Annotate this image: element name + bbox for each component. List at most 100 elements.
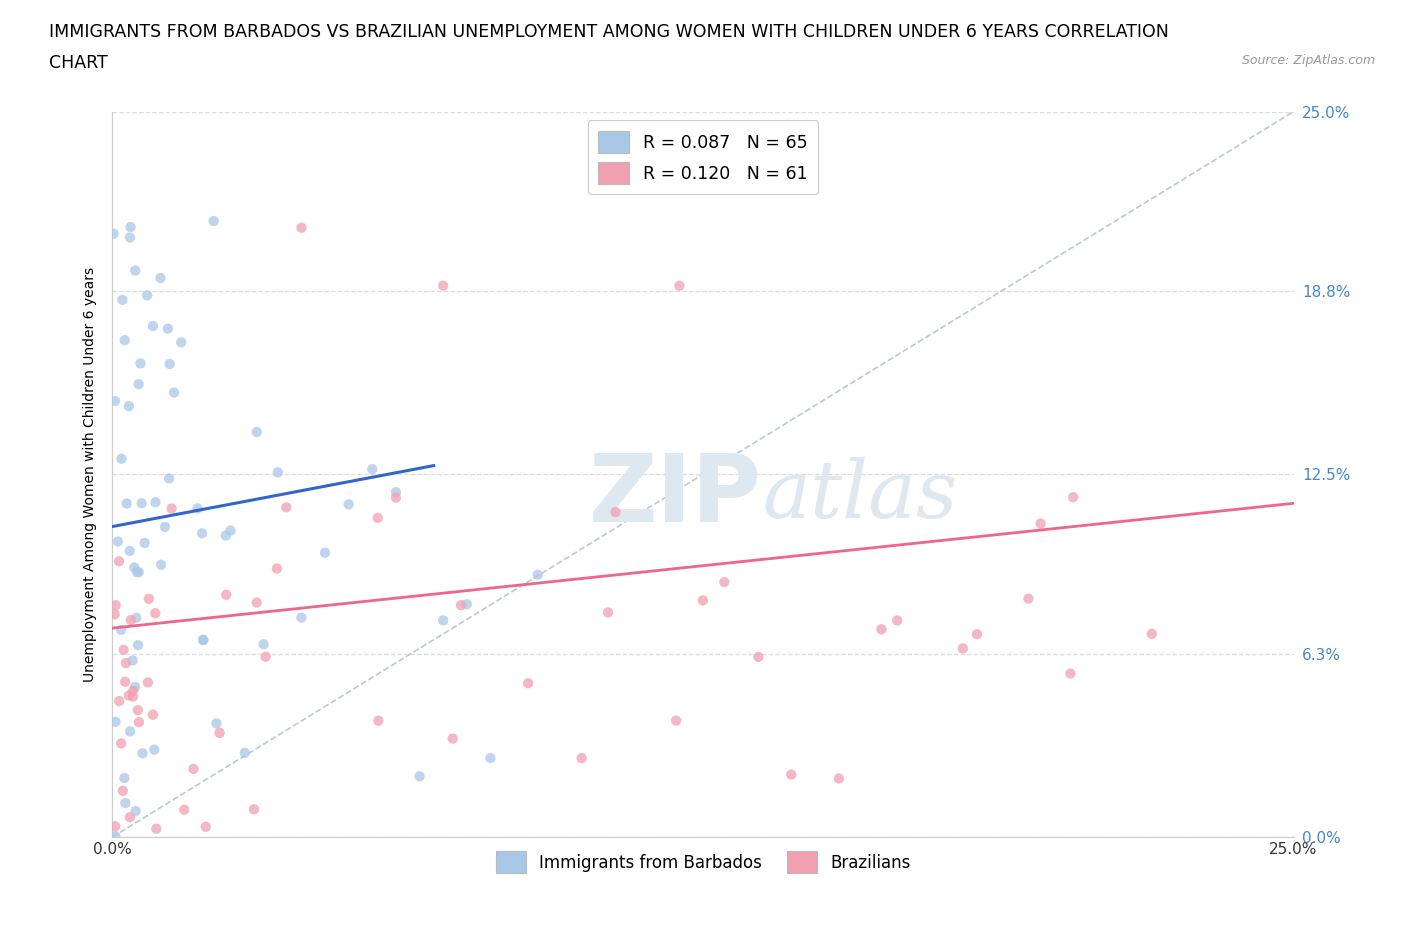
Point bbox=[121, 653, 143, 668]
Point bbox=[118, 230, 141, 245]
Point bbox=[143, 742, 166, 757]
Point bbox=[1029, 516, 1052, 531]
Point bbox=[118, 688, 141, 703]
Point bbox=[125, 565, 148, 579]
Point bbox=[127, 638, 149, 653]
Point bbox=[108, 554, 131, 569]
Point bbox=[129, 356, 152, 371]
Point bbox=[128, 377, 150, 392]
Point bbox=[120, 613, 142, 628]
Point bbox=[526, 567, 548, 582]
Point bbox=[479, 751, 502, 765]
Point bbox=[104, 714, 127, 729]
Text: ZIP: ZIP bbox=[589, 450, 762, 542]
Point bbox=[110, 622, 132, 637]
Point bbox=[441, 731, 464, 746]
Point bbox=[432, 278, 454, 293]
Point bbox=[450, 598, 472, 613]
Point bbox=[145, 495, 167, 510]
Point bbox=[456, 597, 478, 612]
Point bbox=[115, 656, 138, 671]
Point bbox=[1059, 666, 1081, 681]
Point bbox=[233, 746, 256, 761]
Point bbox=[120, 219, 142, 234]
Text: IMMIGRANTS FROM BARBADOS VS BRAZILIAN UNEMPLOYMENT AMONG WOMEN WITH CHILDREN UND: IMMIGRANTS FROM BARBADOS VS BRAZILIAN UN… bbox=[49, 23, 1168, 41]
Point bbox=[952, 641, 974, 656]
Point bbox=[134, 536, 156, 551]
Point bbox=[219, 523, 242, 538]
Point bbox=[118, 399, 141, 414]
Point bbox=[124, 263, 146, 278]
Point bbox=[114, 674, 136, 689]
Point bbox=[136, 675, 159, 690]
Point bbox=[276, 499, 298, 514]
Point bbox=[886, 613, 908, 628]
Point bbox=[432, 613, 454, 628]
Point bbox=[215, 528, 238, 543]
Point bbox=[124, 560, 146, 575]
Point bbox=[246, 425, 269, 440]
Point bbox=[605, 505, 627, 520]
Point bbox=[159, 356, 181, 371]
Point bbox=[290, 220, 312, 235]
Point bbox=[202, 214, 225, 229]
Point bbox=[367, 511, 389, 525]
Point bbox=[665, 713, 688, 728]
Point bbox=[193, 632, 215, 647]
Point bbox=[122, 689, 145, 704]
Point bbox=[596, 605, 619, 620]
Point bbox=[183, 762, 205, 777]
Point bbox=[170, 335, 193, 350]
Point bbox=[104, 598, 127, 613]
Point bbox=[104, 607, 127, 622]
Point bbox=[107, 534, 129, 549]
Point bbox=[110, 451, 132, 466]
Point bbox=[208, 725, 231, 740]
Point bbox=[215, 588, 238, 603]
Point bbox=[149, 271, 172, 286]
Text: atlas: atlas bbox=[762, 458, 957, 535]
Point bbox=[145, 821, 167, 836]
Point bbox=[1062, 490, 1084, 505]
Point bbox=[254, 649, 277, 664]
Point bbox=[111, 292, 134, 307]
Point bbox=[747, 649, 769, 664]
Point bbox=[124, 680, 146, 695]
Point bbox=[114, 333, 136, 348]
Point bbox=[668, 278, 690, 293]
Point bbox=[131, 746, 153, 761]
Point bbox=[1017, 591, 1039, 606]
Point bbox=[713, 575, 735, 590]
Point bbox=[153, 520, 176, 535]
Y-axis label: Unemployment Among Women with Children Under 6 years: Unemployment Among Women with Children U… bbox=[83, 267, 97, 682]
Point bbox=[194, 819, 217, 834]
Point bbox=[205, 716, 228, 731]
Point bbox=[131, 496, 153, 511]
Point bbox=[125, 610, 148, 625]
Point bbox=[692, 593, 714, 608]
Point bbox=[191, 525, 214, 540]
Point bbox=[142, 319, 165, 334]
Point bbox=[143, 605, 166, 620]
Point bbox=[290, 610, 312, 625]
Point bbox=[385, 485, 408, 499]
Point bbox=[361, 462, 384, 477]
Point bbox=[128, 565, 150, 579]
Point bbox=[103, 226, 125, 241]
Point bbox=[266, 561, 288, 576]
Point bbox=[136, 288, 159, 303]
Point bbox=[156, 321, 179, 336]
Point bbox=[966, 627, 988, 642]
Point bbox=[118, 543, 141, 558]
Point bbox=[246, 595, 269, 610]
Point bbox=[337, 497, 360, 512]
Point bbox=[104, 829, 127, 844]
Point bbox=[127, 703, 149, 718]
Point bbox=[115, 496, 138, 511]
Point bbox=[118, 810, 141, 825]
Point bbox=[571, 751, 593, 765]
Point bbox=[191, 632, 214, 647]
Point bbox=[122, 684, 145, 698]
Point bbox=[157, 471, 180, 485]
Point bbox=[138, 591, 160, 606]
